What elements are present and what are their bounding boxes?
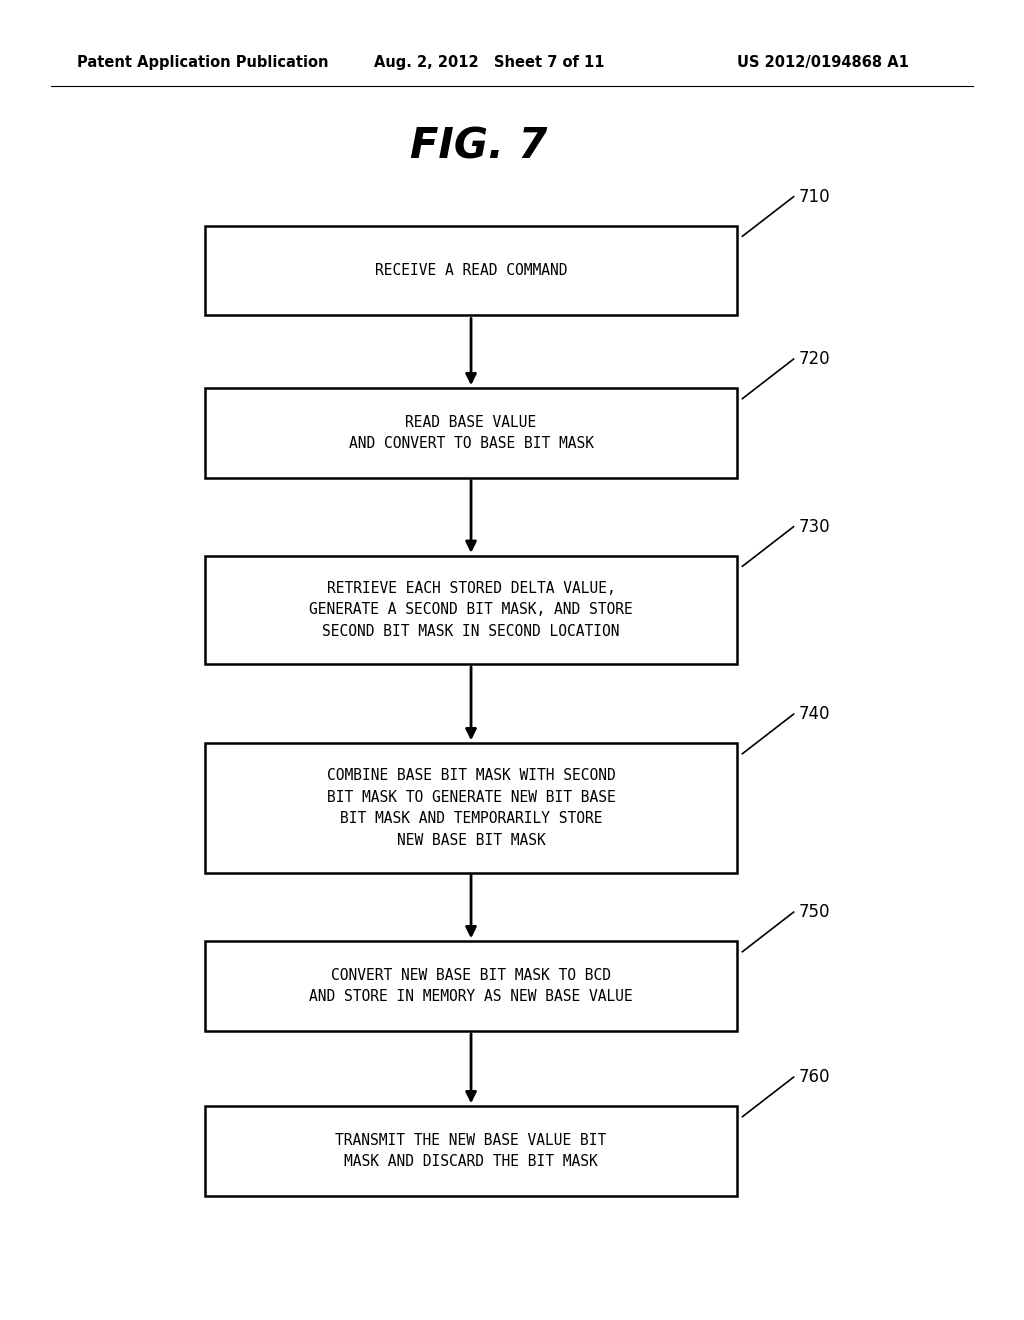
Text: Patent Application Publication: Patent Application Publication — [77, 55, 329, 70]
Text: TRANSMIT THE NEW BASE VALUE BIT
MASK AND DISCARD THE BIT MASK: TRANSMIT THE NEW BASE VALUE BIT MASK AND… — [336, 1133, 606, 1170]
Text: RECEIVE A READ COMMAND: RECEIVE A READ COMMAND — [375, 263, 567, 279]
Text: CONVERT NEW BASE BIT MASK TO BCD
AND STORE IN MEMORY AS NEW BASE VALUE: CONVERT NEW BASE BIT MASK TO BCD AND STO… — [309, 968, 633, 1005]
Text: 750: 750 — [799, 903, 830, 921]
Text: 730: 730 — [799, 517, 830, 536]
Text: FIG. 7: FIG. 7 — [410, 125, 547, 168]
Text: 710: 710 — [799, 187, 830, 206]
Text: US 2012/0194868 A1: US 2012/0194868 A1 — [737, 55, 909, 70]
Text: 760: 760 — [799, 1068, 830, 1086]
Text: READ BASE VALUE
AND CONVERT TO BASE BIT MASK: READ BASE VALUE AND CONVERT TO BASE BIT … — [348, 414, 594, 451]
Text: 740: 740 — [799, 705, 830, 723]
Text: COMBINE BASE BIT MASK WITH SECOND
BIT MASK TO GENERATE NEW BIT BASE
BIT MASK AND: COMBINE BASE BIT MASK WITH SECOND BIT MA… — [327, 768, 615, 847]
Text: 720: 720 — [799, 350, 830, 368]
Text: Aug. 2, 2012   Sheet 7 of 11: Aug. 2, 2012 Sheet 7 of 11 — [374, 55, 604, 70]
Text: RETRIEVE EACH STORED DELTA VALUE,
GENERATE A SECOND BIT MASK, AND STORE
SECOND B: RETRIEVE EACH STORED DELTA VALUE, GENERA… — [309, 581, 633, 639]
